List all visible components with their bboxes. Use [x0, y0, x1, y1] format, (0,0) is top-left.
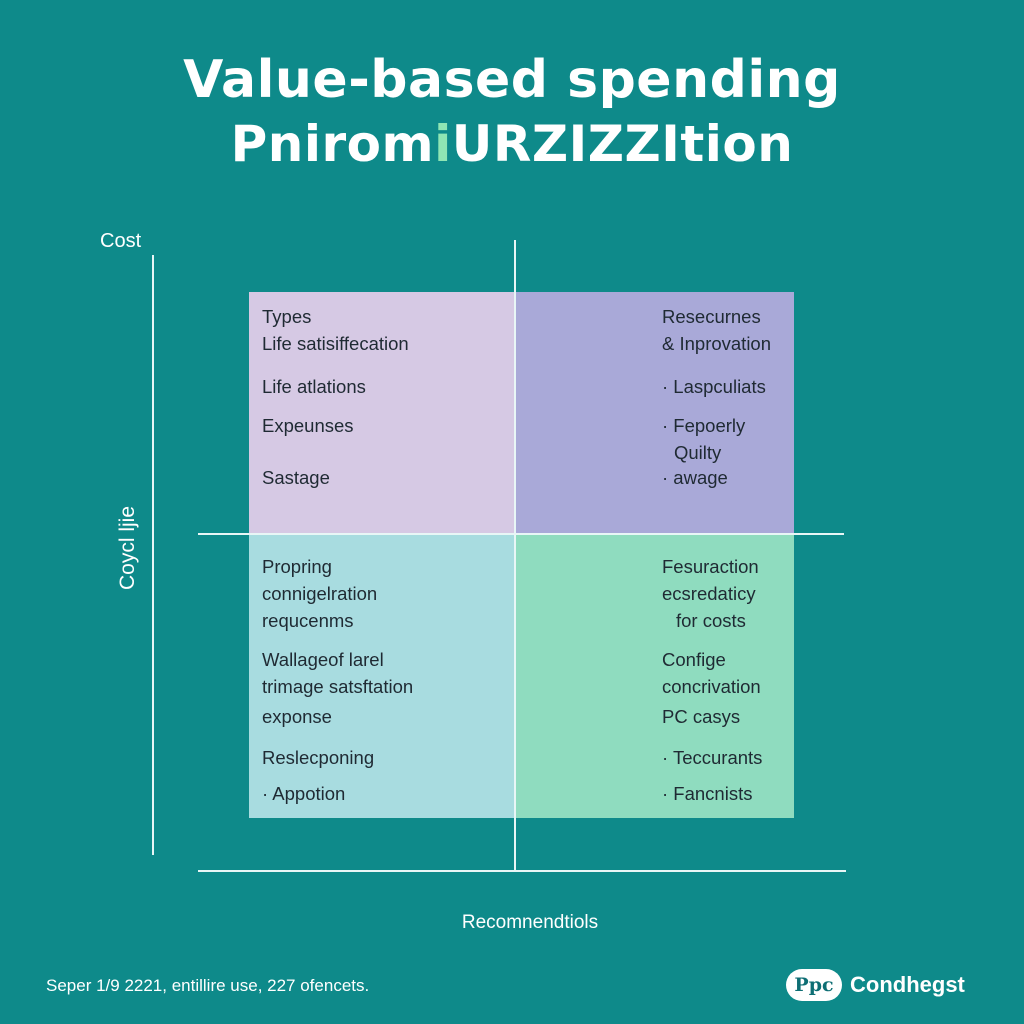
quadrant-item: Wallageof larel: [262, 649, 384, 670]
quadrant-item: · awage: [662, 467, 728, 488]
quadrant-item: · Teccurants: [662, 747, 763, 768]
quadrant-item: Fesuraction: [662, 556, 759, 577]
title-line-2-prefix: Pnirom: [230, 115, 435, 173]
quadrant-item: Propring: [262, 556, 332, 577]
quadrant-item: exponse: [262, 706, 332, 727]
quadrant-item: Expeunses: [262, 415, 354, 436]
quadrant-item: · Laspculiats: [662, 376, 766, 397]
quadrant-top-left: Types Life satisiffecation Life atlation…: [249, 292, 515, 533]
logo-badge-icon: Ppc: [786, 969, 842, 1001]
quadrant-item: PC casys: [662, 706, 741, 727]
center-vertical-divider: [514, 240, 516, 870]
quadrant-bottom-left: Propring connigelration requcenms Wallag…: [249, 535, 515, 818]
title-block: Value-based spending PniromiURZIZZItion: [0, 48, 1024, 174]
quadrant-top-right: Resecurnes & Inprovation · Laspculiats ·…: [516, 292, 794, 533]
bottom-horizontal-axis-line: [198, 870, 846, 872]
axis-label-vertical: Coycl ljie: [116, 505, 139, 591]
quadrant-item: concrivation: [662, 676, 761, 697]
quadrant-item: trimage satsftation: [262, 676, 414, 697]
quadrant-item: ecsredaticy: [662, 583, 756, 604]
quadrant-item: · Appotion: [262, 783, 346, 804]
quadrant-item: Types: [262, 306, 312, 327]
quadrant-item: Reslecponing: [262, 747, 375, 768]
footer-note: Seper 1/9 2221, entillire use, 227 ofenc…: [46, 976, 370, 995]
title-line-2-suffix: URZIZZItion: [451, 115, 794, 173]
quadrant-item: Resecurnes: [662, 306, 761, 327]
center-horizontal-divider: [198, 533, 844, 535]
quadrant-bottom-right: Fesuraction ecsredaticy for costs Config…: [516, 535, 794, 818]
footer-logo: Ppc Condhegst: [786, 965, 965, 1005]
quadrant-item: · Fancnists: [662, 783, 753, 804]
title-line-2-accent: i: [434, 115, 452, 173]
quadrant-item: Sastage: [262, 467, 330, 488]
quadrant-item: Life atlations: [262, 376, 366, 397]
logo-name: Condhegst: [850, 972, 965, 997]
axis-label-cost: Cost: [100, 230, 142, 252]
quadrant-item: connigelration: [262, 583, 378, 604]
title-line-2: PniromiURZIZZItion: [0, 114, 1024, 174]
quadrant-item: · Fepoerly: [662, 415, 746, 436]
quadrant-item: Life satisiffecation: [262, 333, 409, 354]
quadrant-item: Quilty: [674, 442, 722, 463]
quadrant-item: for costs: [676, 610, 746, 631]
axis-label-horizontal: Recomnendtiols: [461, 912, 599, 933]
quadrant-item: Confige: [662, 649, 726, 670]
quadrant-item: requcenms: [262, 610, 354, 631]
quadrant-item: & Inprovation: [662, 333, 772, 354]
left-vertical-axis-line: [152, 255, 154, 855]
title-line-1: Value-based spending: [183, 50, 841, 110]
